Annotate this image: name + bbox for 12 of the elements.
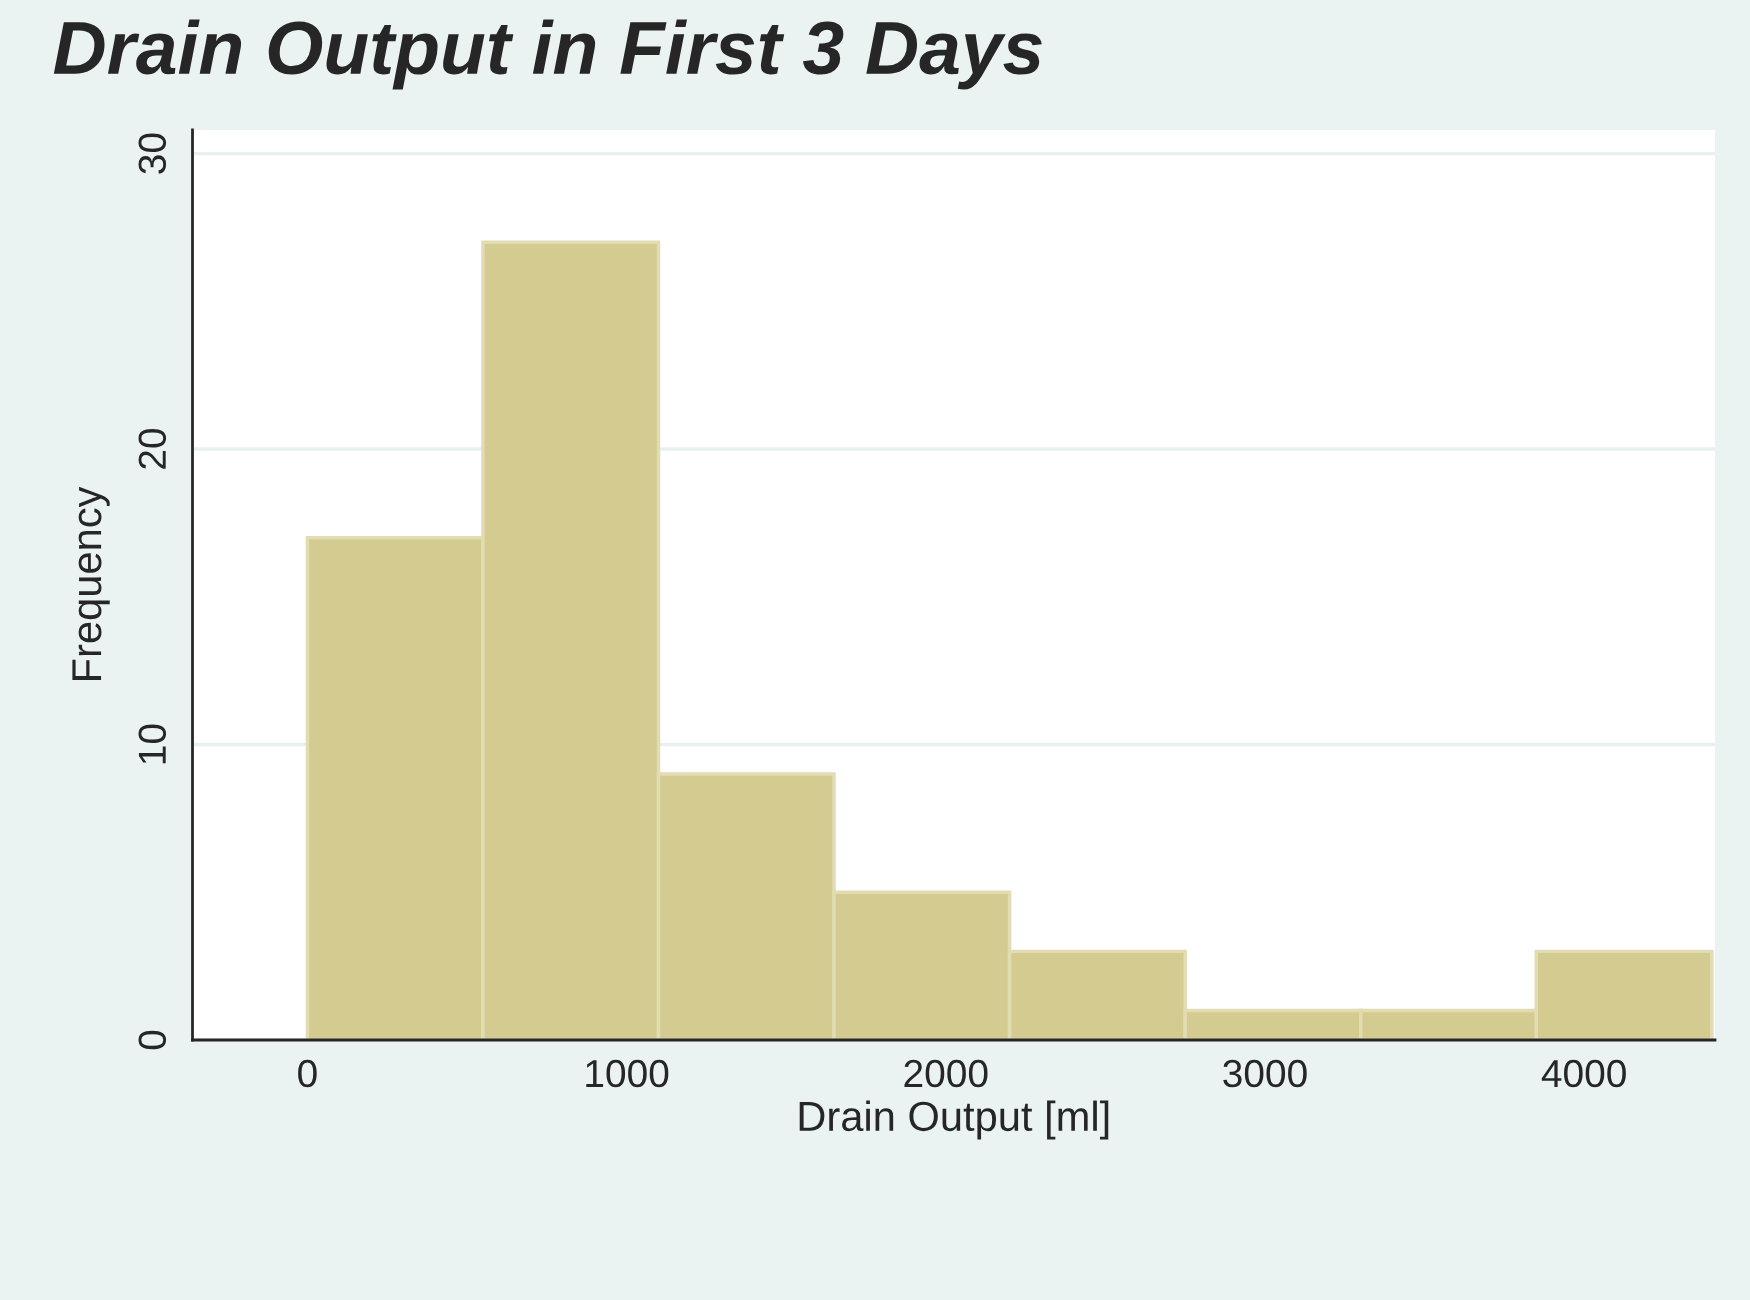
chart-title: Drain Output in First 3 Days <box>53 19 1042 90</box>
x-tick-label: 2000 <box>904 1059 988 1088</box>
x-tick-label: 4000 <box>1541 1059 1626 1088</box>
x-tick-label: 1000 <box>586 1059 669 1088</box>
y-tick-label: 0 <box>138 1030 167 1050</box>
x-axis-title: Drain Output [ml] <box>799 1100 1109 1140</box>
x-tick-label: 0 <box>298 1059 317 1088</box>
y-axis-title: Frequency <box>72 486 110 680</box>
y-tick-label: 20 <box>138 428 167 469</box>
y-tick-label: 10 <box>138 724 167 764</box>
y-tick-label: 30 <box>138 133 167 174</box>
x-tick-label: 3000 <box>1223 1059 1307 1088</box>
